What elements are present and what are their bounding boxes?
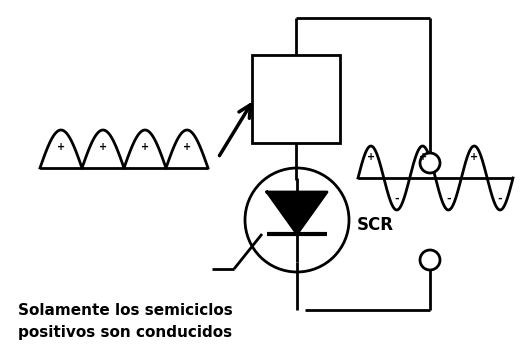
Text: SCR: SCR xyxy=(357,216,394,234)
Text: Solamente los semiciclos: Solamente los semiciclos xyxy=(18,303,233,318)
Circle shape xyxy=(420,153,440,173)
Text: positivos son conducidos: positivos son conducidos xyxy=(18,325,232,340)
Text: -: - xyxy=(498,194,502,204)
Text: +: + xyxy=(57,142,65,152)
Text: +: + xyxy=(141,142,149,152)
Circle shape xyxy=(420,250,440,270)
Text: +: + xyxy=(183,142,191,152)
Text: -: - xyxy=(394,194,399,204)
Text: -: - xyxy=(446,194,450,204)
Text: +: + xyxy=(99,142,107,152)
Text: +: + xyxy=(470,152,478,162)
Polygon shape xyxy=(267,192,327,234)
Text: +: + xyxy=(367,152,375,162)
Text: +: + xyxy=(419,152,427,162)
Bar xyxy=(252,55,340,143)
